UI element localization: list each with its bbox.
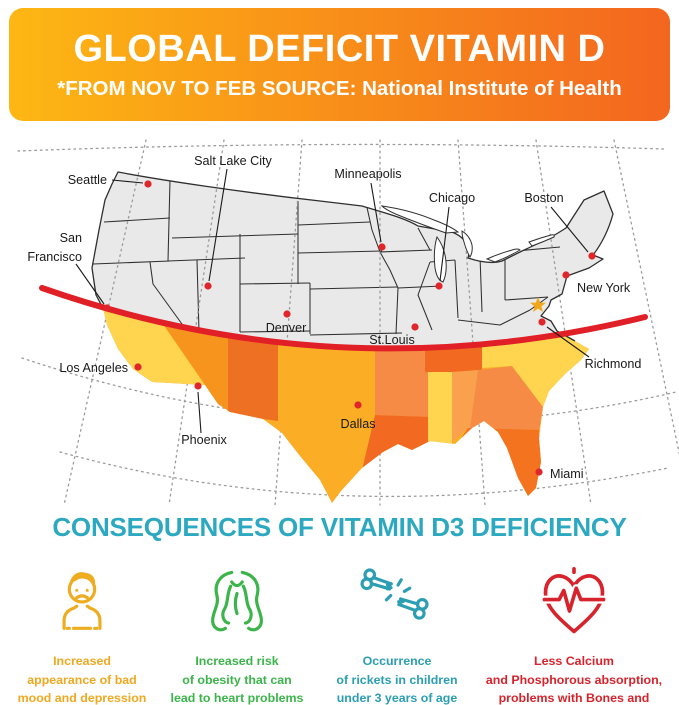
city-dot-los-angeles <box>134 363 142 371</box>
broken-bone-icon <box>359 562 435 644</box>
city-label-minneapolis: Minneapolis <box>334 167 401 181</box>
city-dot-san-francisco <box>103 304 111 312</box>
city-label-boston: Boston <box>524 191 563 205</box>
header-title: GLOBAL DEFICIT VITAMIN D <box>73 27 606 70</box>
city-label-los-angeles: Los Angeles <box>59 361 128 375</box>
city-dots <box>103 180 596 476</box>
state-borders <box>92 179 561 361</box>
city-label-dallas: Dallas <box>341 417 376 431</box>
great-lakes <box>380 205 555 283</box>
consequence-item-depression: Increased appearance of bad mood and dep… <box>12 562 152 705</box>
consequence-text-depression: Increased appearance of bad mood and dep… <box>17 654 147 705</box>
consequence-text-calcium: Less Calcium and Phosphorous absorption,… <box>485 654 663 705</box>
city-label-new-york: New York <box>577 281 631 295</box>
us-map-svg: Seattle Salt Lake City Minneapolis Chica… <box>17 139 679 506</box>
city-label-salt-lake-city: Salt Lake City <box>194 154 272 168</box>
city-dot-chicago <box>435 282 443 290</box>
city-label-san-francisco-line1: San <box>60 231 82 245</box>
city-dot-new-york <box>562 271 570 279</box>
city-dot-richmond <box>538 318 546 326</box>
city-label-richmond: Richmond <box>585 357 642 371</box>
city-label-miami: Miami <box>550 467 584 481</box>
us-map: Seattle Salt Lake City Minneapolis Chica… <box>0 133 679 509</box>
city-label-phoenix: Phoenix <box>181 433 227 447</box>
consequence-item-calcium: Less Calcium and Phosphorous absorption,… <box>478 562 670 705</box>
city-dot-boston <box>588 252 596 260</box>
city-label-san-francisco-line2: Francisco <box>27 250 82 264</box>
heart-pulse-icon <box>533 562 615 644</box>
city-dot-minneapolis <box>378 243 386 251</box>
city-dot-miami <box>535 468 543 476</box>
consequence-item-obesity: Increased risk of obesity that can lead … <box>163 562 311 705</box>
consequence-text-obesity: Increased risk of obesity that can lead … <box>170 654 304 705</box>
header-banner: GLOBAL DEFICIT VITAMIN D *FROM NOV TO FE… <box>9 8 670 121</box>
washington-dc-star-icon <box>530 297 546 312</box>
consequence-item-rickets: Occurrence of rickets in children under … <box>328 562 466 705</box>
obese-body-icon <box>199 562 275 644</box>
city-dot-salt-lake-city <box>204 282 212 290</box>
city-label-chicago: Chicago <box>429 191 475 205</box>
city-label-denver: Denver <box>266 321 307 335</box>
city-leader-lines <box>75 168 590 434</box>
city-dot-dallas <box>354 401 362 409</box>
city-label-seattle: Seattle <box>68 173 107 187</box>
city-dot-seattle <box>144 180 152 188</box>
consequence-text-rickets: Occurrence of rickets in children under … <box>336 654 458 705</box>
city-dot-phoenix <box>194 382 202 390</box>
consequences-heading: CONSEQUENCES OF VITAMIN D3 DEFICIENCY <box>52 512 627 542</box>
city-dot-denver <box>283 310 291 318</box>
city-dot-st-louis <box>411 323 419 331</box>
city-label-st-louis: St.Louis <box>369 333 415 347</box>
sad-person-icon <box>44 562 120 644</box>
deficiency-line <box>39 285 648 352</box>
header-subtitle: *FROM NOV TO FEB SOURCE: National Instit… <box>57 76 622 100</box>
